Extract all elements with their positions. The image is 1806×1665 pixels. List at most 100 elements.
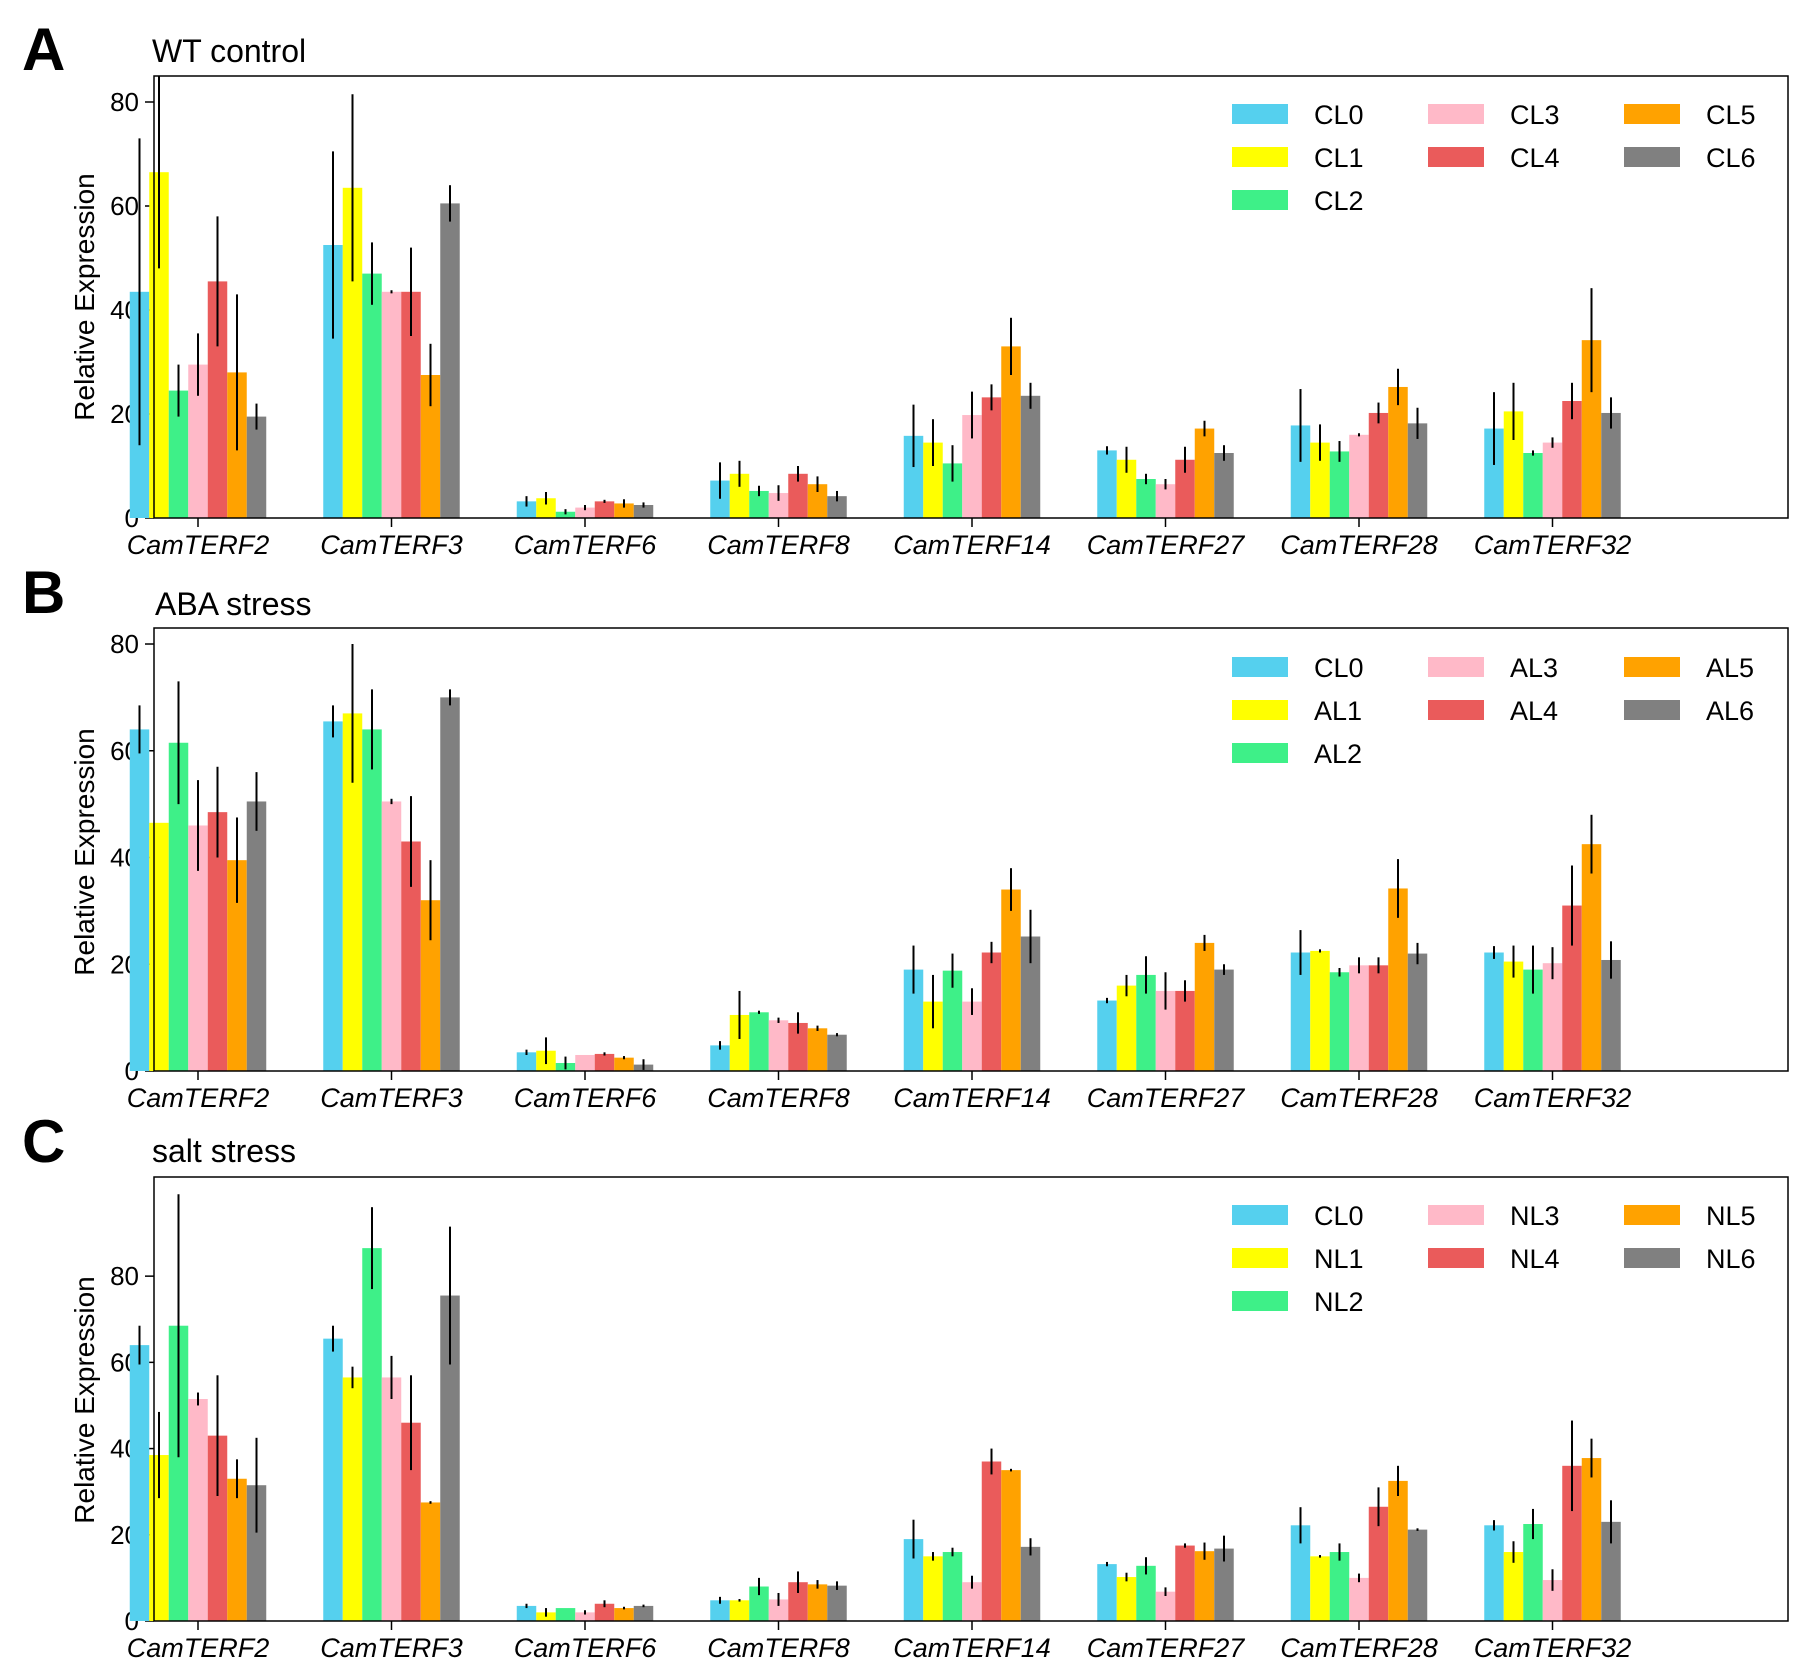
panel-b-bar-al4 (788, 1022, 808, 1071)
panel-c-bar-nl1 (729, 1600, 750, 1621)
panel-a-bar-cl3 (962, 415, 982, 518)
panel-a-xtick-label: CamTERF3 (320, 530, 463, 560)
panel-a-bar-cl6 (633, 505, 654, 518)
panel-c-bar-nl4 (594, 1603, 615, 1621)
panel-b-bar-al5 (420, 900, 441, 1071)
panel-b-xtick-label: CamTERF14 (893, 1083, 1051, 1113)
panel-c-legend-label: NL1 (1314, 1244, 1364, 1274)
panel-c-xtick-label: CamTERF8 (707, 1633, 850, 1663)
panel-a-xtick-label: CamTERF6 (514, 530, 657, 560)
panel-a-bar-cl3 (1349, 434, 1369, 518)
panel-c-bar-nl4 (1175, 1545, 1195, 1621)
panel-a-bar-cl3 (575, 507, 595, 518)
panel-b-bar-al3 (1349, 965, 1369, 1071)
panel-b-bar-al3 (768, 1020, 789, 1071)
panel-a-bar-cl4 (1562, 401, 1582, 518)
panel-b-ytick-label: 80 (110, 629, 139, 659)
panel-a-legend-swatch-cl6 (1624, 147, 1680, 167)
panel-c: C salt stress Relative Expression 020406… (22, 1108, 1789, 1663)
panel-b-bar-al6 (440, 697, 460, 1071)
panel-c-bar-nl2 (1136, 1565, 1156, 1621)
panel-c-bar-nl5 (1194, 1551, 1215, 1621)
panel-a-xtick-label: CamTERF2 (127, 530, 270, 560)
panel-b-xtick-label: CamTERF6 (514, 1083, 657, 1113)
panel-a-bar-cl0 (323, 245, 343, 518)
panel-c-bar-nl4 (1368, 1506, 1389, 1621)
panel-b-legend-swatch-al1 (1232, 700, 1288, 720)
panel-b-bar-al6 (1407, 953, 1428, 1071)
panel-b-bar-cl0 (516, 1052, 537, 1071)
panel-b-bar-al6 (1601, 959, 1621, 1071)
panel-c-bar-nl5 (1001, 1470, 1021, 1621)
panel-a-bar-cl1 (342, 187, 363, 519)
panel-c-bar-nl2 (749, 1586, 769, 1621)
panel-a-legend-label: CL0 (1314, 100, 1364, 130)
panel-c-bar-nl4 (981, 1461, 1002, 1621)
panel-b-bar-al3 (381, 801, 402, 1071)
panel-c-bar-nl5 (420, 1502, 441, 1621)
panel-b: B ABA stress Relative Expression 0204060… (22, 559, 1789, 1113)
panel-b-bar-al2 (749, 1012, 769, 1071)
panel-c-bar-nl6 (440, 1295, 460, 1621)
panel-c-ylabel: Relative Expression (69, 1276, 100, 1523)
panel-c-ytick-label: 80 (110, 1261, 139, 1291)
panel-b-legend-label: AL6 (1706, 696, 1754, 726)
panel-c-bar-nl2 (1329, 1552, 1350, 1621)
panel-a-bar-cl4 (401, 291, 421, 518)
panel-b-letter: B (22, 559, 65, 626)
panel-b-legend-label: AL1 (1314, 696, 1362, 726)
panel-c-legend-swatch-nl5 (1624, 1205, 1680, 1225)
panel-c-bar-nl6 (1407, 1529, 1428, 1621)
panel-a-xtick-label: CamTERF14 (893, 530, 1051, 560)
panel-c-bar-nl1 (1310, 1556, 1330, 1621)
panel-c-letter: C (22, 1108, 65, 1175)
panel-c-bar-cl0 (903, 1539, 924, 1621)
panel-c-bar-nl3 (1349, 1577, 1369, 1621)
panel-b-bar-al5 (1001, 889, 1021, 1071)
panel-a-bar-cl2 (1523, 453, 1543, 518)
panel-b-bar-al6 (1214, 969, 1234, 1071)
panel-a-ylabel: Relative Expression (69, 173, 100, 420)
panel-a-bar-cl4 (788, 473, 808, 518)
panel-b-bar-al1 (342, 713, 363, 1071)
panel-a-letter: A (22, 16, 65, 83)
panel-c-xtick-label: CamTERF28 (1280, 1633, 1438, 1663)
panel-a-bar-cl1 (1503, 411, 1524, 518)
panel-a-bar-cl3 (188, 364, 208, 518)
panel-c-bar-nl1 (1116, 1577, 1137, 1621)
panel-a-legend-label: CL2 (1314, 186, 1364, 216)
panel-c-bar-cl0 (1484, 1525, 1504, 1621)
panel-c-bar-nl3 (381, 1377, 402, 1621)
panel-b-bar-cl0 (1484, 952, 1504, 1071)
panel-c-bar-nl5 (614, 1608, 634, 1621)
panel-a-legend-swatch-cl5 (1624, 104, 1680, 124)
panel-c-bar-nl4 (788, 1582, 808, 1621)
panel-a-bar-cl0 (903, 435, 924, 518)
panel-c-bar-nl3 (575, 1612, 595, 1621)
panel-b-legend-swatch-al2 (1232, 743, 1288, 763)
panel-b-bar-cl0 (903, 969, 924, 1071)
panel-b-legend-swatch-cl0 (1232, 657, 1288, 677)
panel-a-title: WT control (152, 33, 306, 69)
panel-b-bar-cl0 (710, 1045, 730, 1071)
panel-c-legend-swatch-nl2 (1232, 1291, 1288, 1311)
panel-a-bar-cl6 (246, 416, 267, 518)
panel-b-ylabel: Relative Expression (69, 728, 100, 975)
panel-c-legend-label: NL3 (1510, 1201, 1560, 1231)
panel-b-bar-al2 (1329, 972, 1350, 1071)
panel-b-plot: 020406080CamTERF2CamTERF3CamTERF6CamTERF… (110, 627, 1789, 1113)
panel-c-bar-nl4 (1562, 1465, 1582, 1621)
panel-a-ytick-label: 80 (110, 87, 139, 117)
panel-a-legend-swatch-cl1 (1232, 147, 1288, 167)
panel-c-bar-cl0 (516, 1605, 537, 1621)
panel-c-bar-cl0 (129, 1345, 150, 1621)
panel-a-bar-cl6 (1214, 453, 1234, 518)
panel-b-legend-swatch-al4 (1428, 700, 1484, 720)
panel-b-bar-al4 (1175, 990, 1195, 1071)
panel-b-bar-al2 (1523, 969, 1543, 1071)
panel-a-bar-cl3 (768, 493, 789, 518)
panel-b-legend-swatch-al5 (1624, 657, 1680, 677)
panel-c-xtick-label: CamTERF3 (320, 1633, 463, 1663)
panel-b-legend-label: AL3 (1510, 653, 1558, 683)
panel-c-axes-frame (153, 1176, 1789, 1622)
